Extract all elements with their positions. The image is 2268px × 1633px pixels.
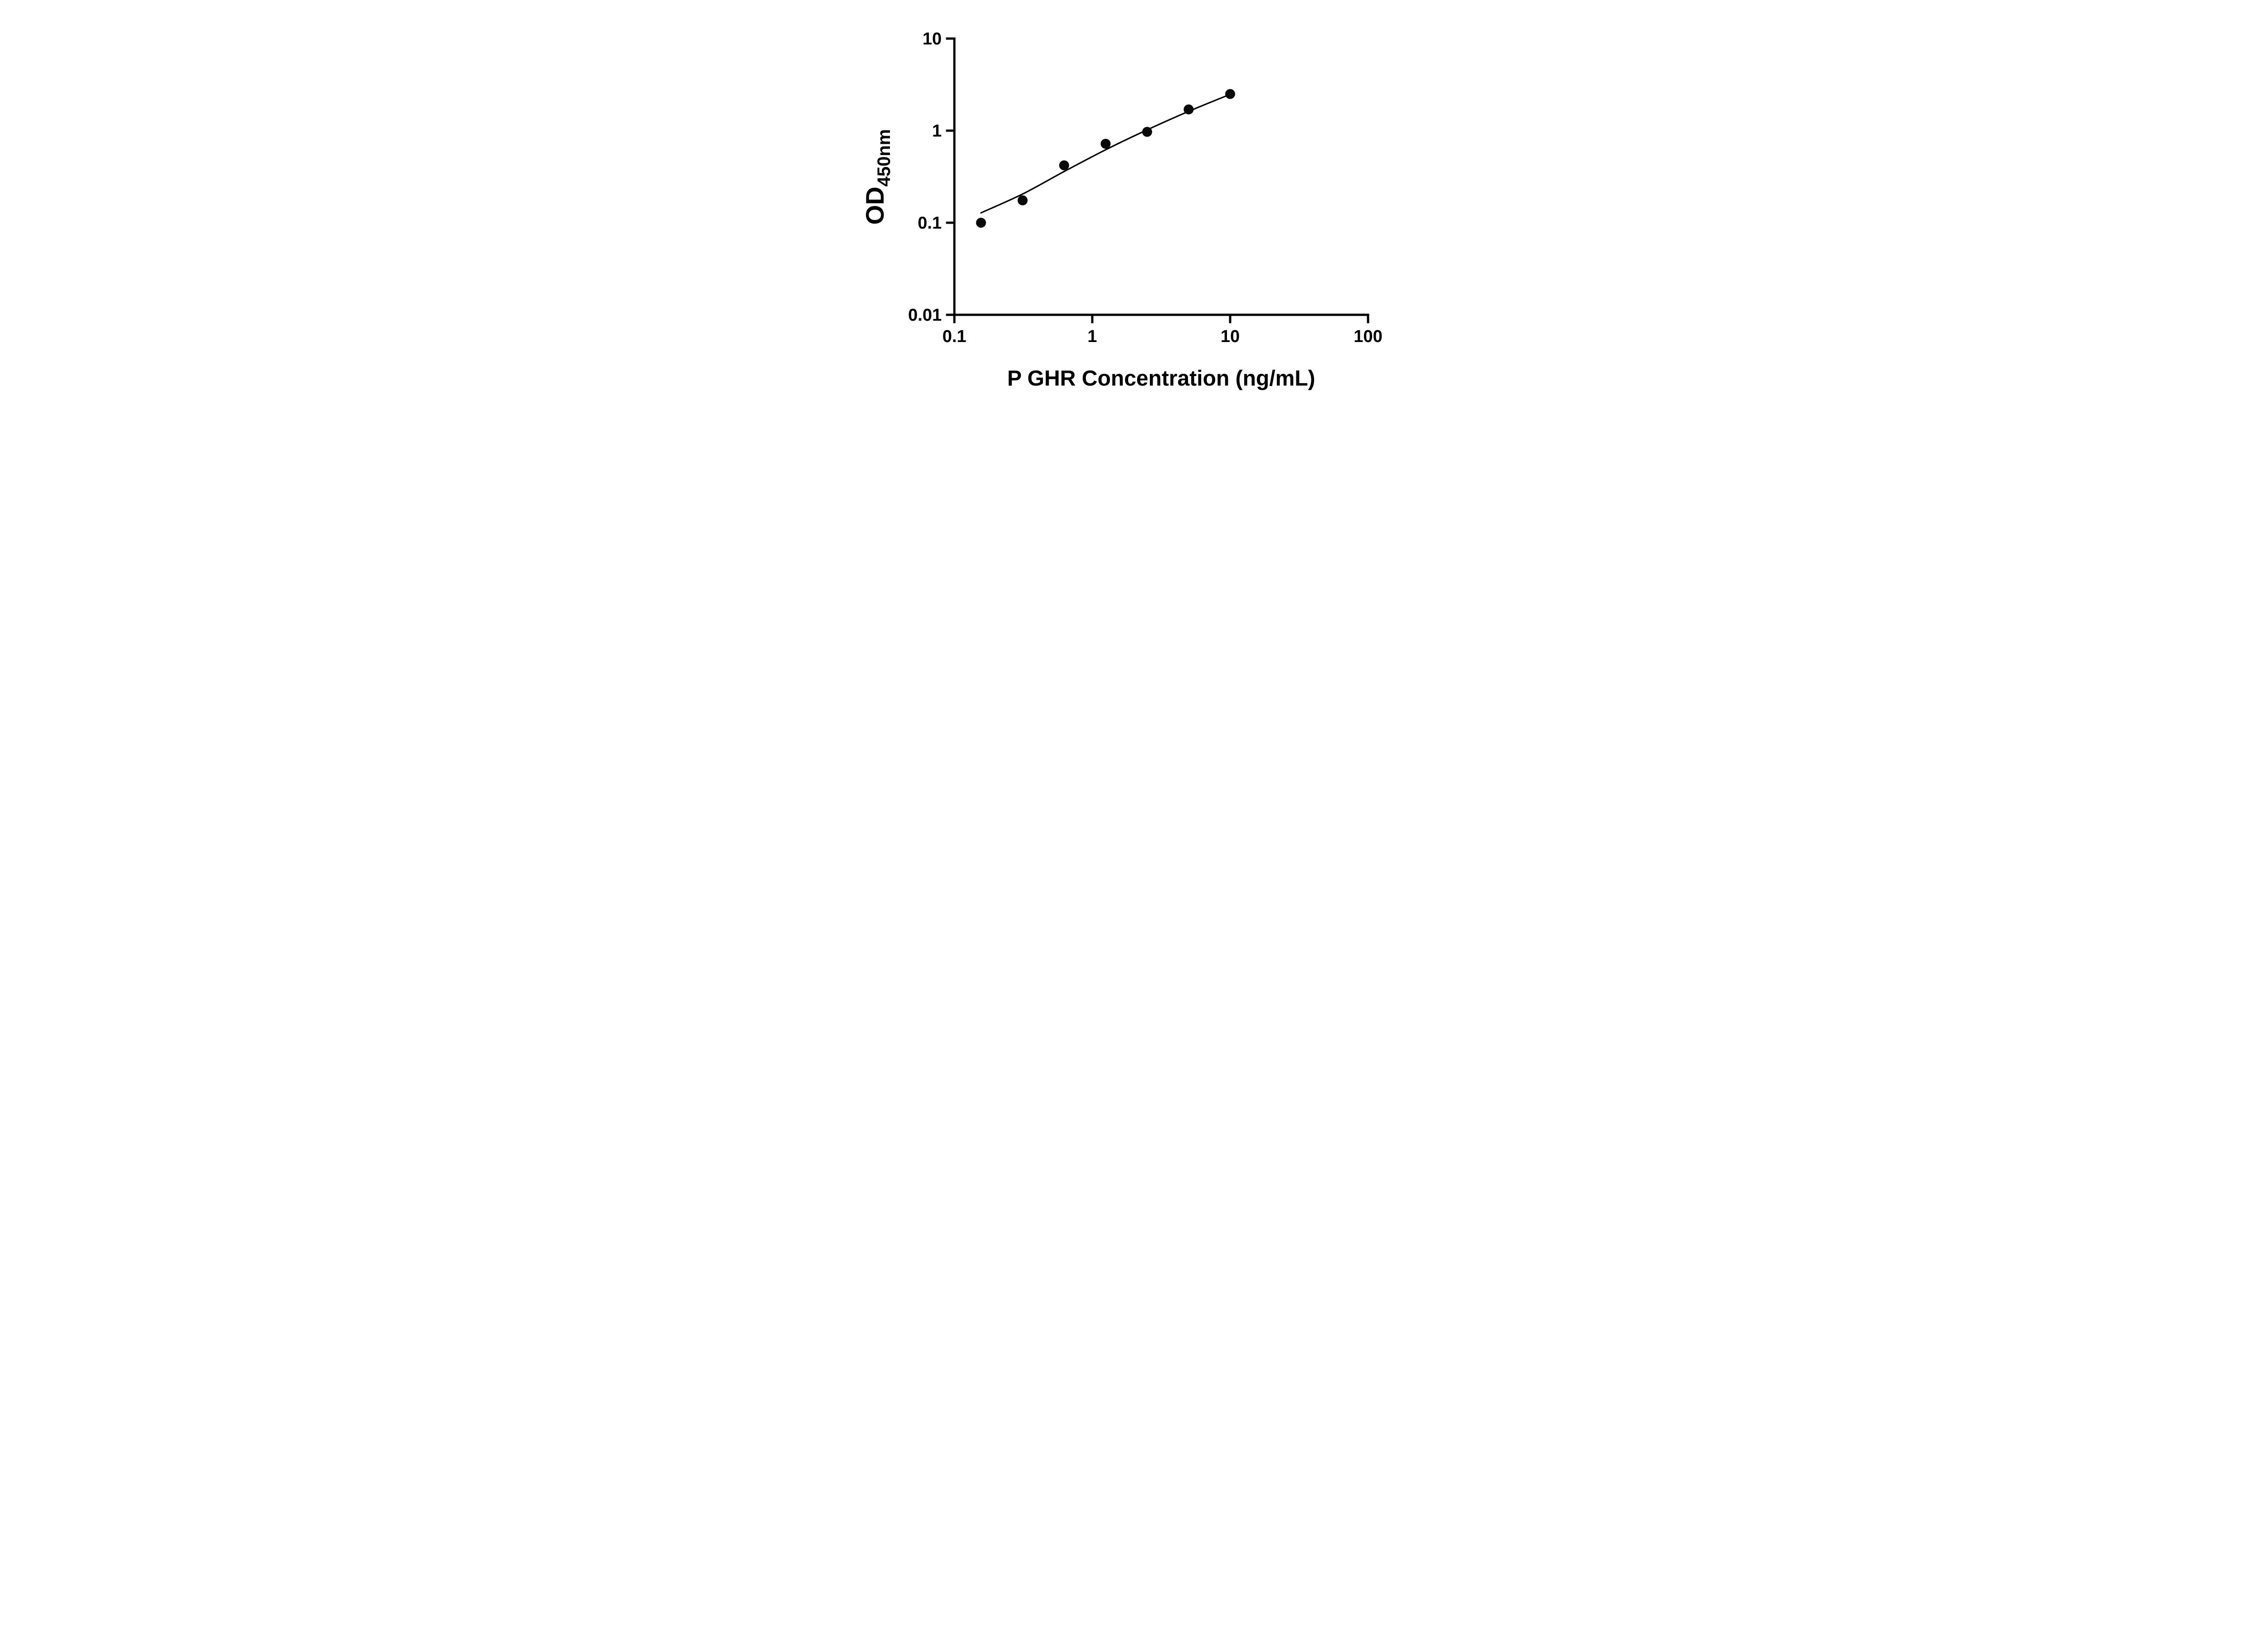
data-point	[1017, 195, 1028, 205]
x-axis-title: P GHR Concentration (ng/mL)	[1007, 367, 1315, 391]
data-point	[1059, 160, 1069, 171]
figure-container: 0.1 1 10 100 0.01 0.1 1 10 P GHR Concentration …	[844, 0, 1424, 408]
axes-spines	[953, 37, 1369, 316]
x-tick-label: 10	[1221, 327, 1240, 346]
x-tick-label: 100	[1354, 327, 1382, 346]
y-tick-label: 10	[923, 29, 942, 49]
y-tick-label: 0.1	[918, 214, 942, 233]
data-point	[1100, 138, 1111, 149]
y-tick-label: 1	[932, 122, 942, 141]
x-tick-label: 0.1	[943, 327, 967, 346]
data-point	[1142, 127, 1152, 137]
y-axis-title-main: OD	[860, 186, 889, 225]
x-tick-label: 1	[1087, 327, 1097, 346]
y-axis-title-subscript: 450nm	[874, 129, 894, 187]
y-axis-title: OD450nm	[860, 129, 894, 225]
data-point	[1183, 104, 1194, 115]
data-point	[976, 218, 986, 228]
data-point	[1225, 89, 1235, 99]
y-tick-label: 0.01	[908, 306, 942, 325]
